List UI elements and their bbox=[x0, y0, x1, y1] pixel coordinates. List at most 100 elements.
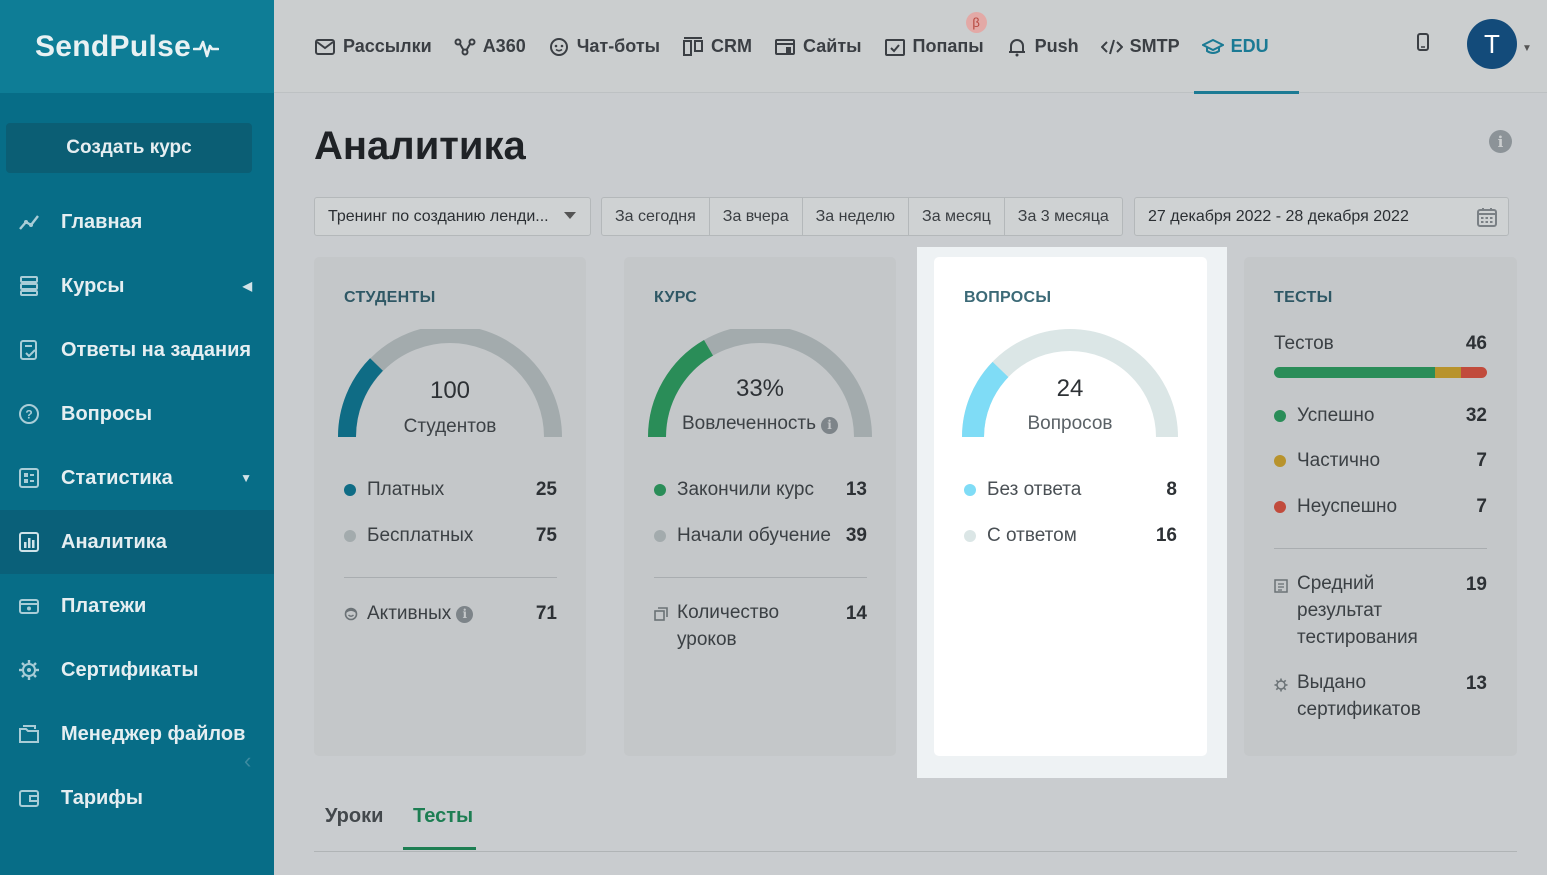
unanswered-row: Без ответа 8 bbox=[964, 479, 1177, 501]
card-title: ТЕСТЫ bbox=[1274, 289, 1333, 306]
topnav-item-sites[interactable]: Сайты bbox=[774, 0, 862, 93]
svg-text:?: ? bbox=[25, 408, 32, 422]
sidebar-item-label: Менеджер файлов bbox=[61, 722, 246, 745]
active-row: Активных i 71 bbox=[344, 603, 557, 625]
lessons-row: Количество уроков 14 bbox=[654, 602, 867, 653]
mobile-icon[interactable] bbox=[1417, 33, 1429, 51]
chart-line-icon bbox=[18, 211, 40, 233]
card-icon bbox=[18, 787, 40, 809]
doc-icon bbox=[1274, 579, 1288, 593]
active-tab-indicator bbox=[403, 847, 476, 850]
topnav-item-smtp[interactable]: SMTP bbox=[1100, 0, 1180, 93]
page-title: Аналитика bbox=[314, 124, 526, 168]
lessons-icon bbox=[654, 607, 668, 621]
sidebar-item-certificates[interactable]: Сертификаты bbox=[0, 638, 274, 702]
certificates-row: Выдано сертификатов 13 bbox=[1274, 672, 1487, 723]
sidebar-item-label: Статистика bbox=[61, 466, 173, 489]
calendar-icon[interactable] bbox=[1476, 206, 1498, 228]
gauge-label-wrap: Вовлеченность i bbox=[624, 413, 896, 435]
info-icon[interactable]: i bbox=[821, 416, 839, 434]
bell-icon bbox=[1008, 38, 1025, 56]
tab-lessons[interactable]: Уроки bbox=[325, 805, 384, 827]
paid-dot bbox=[344, 484, 356, 496]
sidebar-item-payments[interactable]: Платежи bbox=[0, 574, 274, 638]
mail-icon bbox=[315, 38, 335, 55]
free-row: Бесплатных 75 bbox=[344, 525, 557, 547]
layers-icon bbox=[18, 275, 40, 297]
topnav-item-popups[interactable]: Попапы β bbox=[884, 0, 987, 93]
beta-badge: β bbox=[965, 12, 987, 33]
sidebar-item-tariffs[interactable]: Тарифы bbox=[0, 766, 274, 830]
partial-row: Частично 7 bbox=[1274, 450, 1487, 472]
chevron-down-icon bbox=[564, 212, 576, 219]
collapse-sidebar-icon[interactable]: ‹ bbox=[244, 748, 252, 773]
graduation-icon bbox=[1201, 38, 1224, 54]
topnav-item-chatbots[interactable]: Чат-боты bbox=[548, 0, 660, 93]
period-week[interactable]: За неделю bbox=[803, 198, 910, 235]
create-course-button[interactable]: Создать курс bbox=[6, 123, 252, 173]
sidebar-item-label: Курсы bbox=[61, 274, 125, 297]
course-select[interactable]: Тренинг по созданию ленди... bbox=[314, 197, 591, 236]
course-card: КУРС 33% Вовлеченность i Закончили курс 1… bbox=[624, 257, 896, 756]
sidebar-item-courses[interactable]: Курсы ◀ bbox=[0, 254, 274, 318]
crm-icon bbox=[683, 36, 704, 56]
tests-progress-bar bbox=[1274, 367, 1487, 378]
sidebar-item-statistics[interactable]: Статистика ▼ bbox=[0, 446, 274, 510]
topnav-item-push[interactable]: Push bbox=[1006, 0, 1079, 93]
divider bbox=[1274, 548, 1487, 549]
certificate-gear-icon bbox=[1274, 678, 1288, 692]
topnav-item-a360[interactable]: A360 bbox=[454, 0, 526, 93]
paid-row: Платных 25 bbox=[344, 479, 557, 501]
success-row: Успешно 32 bbox=[1274, 405, 1487, 427]
sidebar-nav: Главная Курсы ◀ Ответы на задания ? Вопр… bbox=[0, 190, 274, 830]
sidebar-item-questions[interactable]: ? Вопросы bbox=[0, 382, 274, 446]
gear-icon bbox=[18, 659, 40, 681]
free-dot bbox=[344, 530, 356, 542]
avatar-caret-icon[interactable]: ▼ bbox=[1522, 43, 1532, 54]
finished-dot bbox=[654, 484, 666, 496]
course-select-value: Тренинг по созданию ленди... bbox=[328, 207, 549, 225]
sidebar-item-label: Вопросы bbox=[61, 402, 153, 425]
site-icon bbox=[775, 38, 796, 55]
topnav-item-crm[interactable]: CRM bbox=[682, 0, 752, 93]
tab-tests[interactable]: Тесты bbox=[413, 805, 474, 827]
code-icon bbox=[1100, 39, 1123, 54]
caret-left-icon: ◀ bbox=[242, 279, 252, 293]
gauge-value: 24 bbox=[1056, 375, 1084, 402]
fail-dot bbox=[1274, 501, 1286, 513]
info-icon[interactable]: i bbox=[456, 605, 474, 623]
period-3-months[interactable]: За 3 месяца bbox=[1017, 207, 1109, 225]
chat-icon bbox=[549, 37, 568, 56]
topnav-item-edu[interactable]: EDU bbox=[1193, 0, 1299, 94]
sidebar: SendPulse Создать курс Главная Курсы ◀ О… bbox=[0, 0, 274, 875]
tests-total-row: Тестов 46 bbox=[1274, 333, 1487, 354]
period-today[interactable]: За сегодня bbox=[602, 198, 710, 235]
sidebar-item-label: Сертификаты bbox=[61, 658, 199, 681]
avatar[interactable]: T bbox=[1467, 19, 1517, 69]
gauge-label: Вопросов bbox=[1027, 413, 1113, 434]
logo[interactable]: SendPulse bbox=[35, 29, 192, 63]
product-nav: Рассылки A360 Чат-боты CRM Сайты Попапы … bbox=[314, 0, 1299, 94]
date-range-input[interactable]: 27 декабря 2022 - 28 декабря 2022 bbox=[1134, 197, 1509, 236]
sidebar-item-analytics[interactable]: Аналитика bbox=[0, 510, 274, 574]
students-card: СТУДЕНТЫ 100 Студентов Платных 25 Беспла… bbox=[314, 257, 586, 756]
divider bbox=[344, 577, 557, 578]
sidebar-item-file-manager[interactable]: Менеджер файлов bbox=[0, 702, 274, 766]
sidebar-item-answers[interactable]: Ответы на задания bbox=[0, 318, 274, 382]
finished-row: Закончили курс 13 bbox=[654, 479, 867, 501]
started-row: Начали обучение 39 bbox=[654, 525, 867, 547]
gauge-value: 100 bbox=[429, 377, 471, 404]
card-title: СТУДЕНТЫ bbox=[344, 289, 436, 306]
sidebar-item-home[interactable]: Главная bbox=[0, 190, 274, 254]
period-yesterday[interactable]: За вчера bbox=[710, 198, 803, 235]
answered-row: С ответом 16 bbox=[964, 525, 1177, 547]
partial-dot bbox=[1274, 455, 1286, 467]
period-month[interactable]: За месяц bbox=[909, 198, 1005, 235]
bar-success bbox=[1274, 367, 1435, 378]
sidebar-item-label: Главная bbox=[61, 210, 143, 233]
popup-icon bbox=[884, 38, 905, 56]
info-icon[interactable]: i bbox=[1489, 130, 1512, 153]
stats-icon bbox=[18, 467, 40, 489]
fail-row: Неуспешно 7 bbox=[1274, 496, 1487, 518]
topnav-item-mailings[interactable]: Рассылки bbox=[314, 0, 432, 93]
